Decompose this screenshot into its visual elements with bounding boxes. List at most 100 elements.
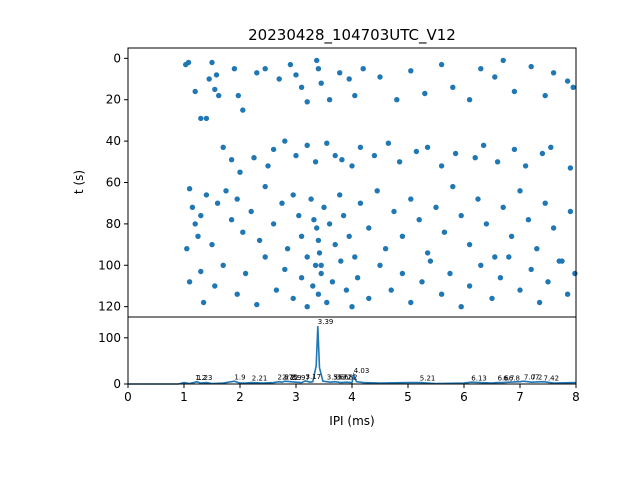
- raster-point: [542, 200, 548, 206]
- raster-point: [408, 68, 414, 74]
- raster-point: [240, 107, 246, 113]
- raster-point: [231, 66, 238, 72]
- raster-point: [184, 246, 190, 252]
- raster-point: [357, 200, 364, 206]
- raster-point: [318, 80, 324, 86]
- ipi-y-ticks: 0 100: [98, 331, 128, 391]
- ipi-peak-label: 1.9: [234, 374, 245, 382]
- ipi-peak-label: 7.07: [524, 374, 540, 382]
- raster-point: [478, 66, 484, 72]
- ipi-x-tick-label: 1: [180, 390, 188, 404]
- raster-point: [572, 270, 578, 277]
- raster-point: [314, 57, 320, 64]
- raster-point: [326, 97, 333, 103]
- raster-point: [276, 76, 282, 82]
- raster-point: [385, 140, 392, 146]
- raster-point: [206, 76, 212, 82]
- raster-point: [185, 59, 192, 66]
- raster-point: [324, 140, 330, 146]
- raster-point: [326, 221, 333, 227]
- raster-point: [282, 138, 288, 144]
- raster-y-tick-label: 40: [106, 134, 121, 148]
- raster-point: [352, 254, 358, 260]
- raster-point: [332, 241, 338, 248]
- raster-point: [500, 204, 506, 210]
- ipi-x-tick-label: 0: [124, 390, 132, 404]
- ipi-peak-label: 6.7: [503, 375, 514, 383]
- raster-point: [427, 258, 434, 264]
- raster-point: [273, 287, 280, 293]
- raster-point: [338, 258, 344, 264]
- raster-point: [494, 159, 501, 165]
- raster-point: [441, 229, 448, 235]
- raster-point: [298, 233, 305, 239]
- raster-point: [304, 142, 310, 148]
- raster-point: [304, 99, 310, 105]
- raster-point: [318, 262, 324, 268]
- raster-point: [408, 299, 414, 306]
- raster-point: [304, 304, 310, 310]
- raster-point: [248, 208, 254, 215]
- raster-point: [265, 163, 271, 169]
- raster-point: [262, 183, 268, 190]
- raster-y-tick-label: 20: [106, 93, 121, 107]
- raster-point: [290, 192, 296, 198]
- ipi-histogram-panel: 1.21.23 1.9 2.21 2.672.752.82.92.973.17 3.39…: [98, 316, 580, 428]
- raster-point: [296, 212, 302, 219]
- raster-point: [308, 196, 314, 202]
- raster-point: [550, 225, 557, 231]
- raster-point: [564, 78, 571, 84]
- raster-y-label: t (s): [72, 170, 86, 194]
- raster-point: [556, 258, 562, 264]
- raster-point: [293, 72, 299, 78]
- raster-y-tick-label: 100: [98, 258, 121, 272]
- raster-point: [478, 262, 484, 268]
- raster-point: [354, 275, 361, 281]
- raster-point: [570, 84, 576, 91]
- raster-point: [528, 266, 534, 273]
- raster-point: [314, 225, 320, 231]
- raster-point: [212, 283, 218, 289]
- raster-point: [452, 150, 459, 157]
- raster-point: [458, 304, 464, 310]
- ipi-peak-label: 7.2: [531, 374, 542, 382]
- raster-panel: 0 20 40 60 80 100 120 t (s): [72, 47, 578, 318]
- ipi-peak-label: 1.2: [195, 374, 206, 382]
- ipi-histogram-line: [128, 326, 577, 385]
- raster-point: [542, 92, 548, 99]
- raster-point: [298, 84, 305, 91]
- raster-point: [450, 84, 456, 91]
- raster-point: [223, 188, 229, 194]
- ipi-frame: [127, 316, 577, 385]
- raster-point: [525, 217, 532, 223]
- raster-point: [237, 169, 243, 175]
- raster-point: [212, 86, 218, 93]
- raster-point: [324, 299, 330, 306]
- ipi-x-label: IPI (ms): [329, 414, 374, 428]
- raster-point: [316, 250, 323, 256]
- raster-point: [192, 221, 198, 227]
- raster-point: [377, 74, 383, 80]
- raster-point: [337, 192, 343, 198]
- ipi-x-tick-label: 2: [236, 390, 244, 404]
- ipi-peak-label: 3.39: [318, 318, 334, 326]
- ipi-peak-label: 2.8: [285, 374, 296, 382]
- raster-point: [198, 268, 204, 275]
- chart-title: 20230428_104703UTC_V12: [248, 26, 456, 45]
- raster-point: [548, 144, 554, 150]
- raster-point: [517, 287, 523, 293]
- raster-point: [282, 266, 288, 273]
- ipi-peak-label: 3.82: [342, 374, 358, 382]
- raster-point: [186, 279, 193, 285]
- ipi-peak-label: 2.67: [278, 374, 294, 382]
- ipi-x-tick-label: 3: [292, 390, 300, 404]
- raster-point: [466, 241, 473, 248]
- ipi-peak-label: 2.75: [282, 374, 298, 382]
- raster-point: [242, 270, 249, 277]
- raster-point: [346, 76, 352, 82]
- raster-point: [564, 291, 571, 297]
- raster-point: [235, 92, 241, 99]
- raster-point: [262, 254, 268, 260]
- ipi-peak-label: 2.9: [290, 374, 301, 382]
